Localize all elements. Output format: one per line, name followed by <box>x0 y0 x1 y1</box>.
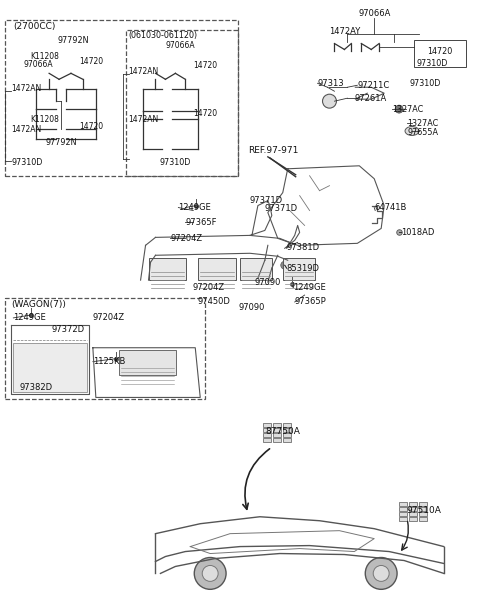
Bar <box>409 507 417 511</box>
Bar <box>283 433 291 437</box>
Text: 14720: 14720 <box>79 57 103 66</box>
Bar <box>263 433 271 437</box>
Bar <box>419 507 427 511</box>
Text: 1472AN: 1472AN <box>12 124 42 133</box>
Circle shape <box>281 262 288 269</box>
Text: 97211C: 97211C <box>357 81 390 90</box>
Text: 1249GE: 1249GE <box>13 313 46 323</box>
Bar <box>414 39 466 68</box>
Circle shape <box>373 565 389 582</box>
Text: 97365F: 97365F <box>185 218 217 227</box>
Text: 1018AD: 1018AD <box>401 228 434 237</box>
Text: 14720: 14720 <box>79 121 103 130</box>
Bar <box>409 502 417 506</box>
Text: 97310D: 97310D <box>417 59 448 68</box>
Text: 64741B: 64741B <box>374 203 407 212</box>
Bar <box>273 423 281 427</box>
Bar <box>399 517 407 521</box>
Bar <box>263 428 271 432</box>
Text: 1472AN: 1472AN <box>129 115 159 124</box>
Bar <box>273 433 281 437</box>
Text: 97371D: 97371D <box>250 196 283 205</box>
Text: 97792N: 97792N <box>57 36 89 45</box>
Bar <box>148 259 186 280</box>
Text: 97310D: 97310D <box>160 158 191 167</box>
Bar <box>5 20 238 176</box>
Bar <box>240 259 272 280</box>
Text: 97450D: 97450D <box>197 298 230 306</box>
Text: 97261A: 97261A <box>354 94 386 103</box>
Bar <box>399 512 407 516</box>
Bar <box>126 30 238 176</box>
Bar <box>263 423 271 427</box>
Bar <box>419 512 427 516</box>
Bar <box>283 259 314 280</box>
Circle shape <box>395 105 403 113</box>
Text: 97365P: 97365P <box>295 298 326 306</box>
Bar <box>399 507 407 511</box>
Bar <box>419 502 427 506</box>
Text: 1472AN: 1472AN <box>12 84 42 93</box>
Text: 97066A: 97066A <box>358 9 390 18</box>
Bar <box>5 298 205 399</box>
Text: 1125KB: 1125KB <box>93 357 125 366</box>
Bar <box>273 439 281 442</box>
Bar <box>283 423 291 427</box>
Text: 14720: 14720 <box>193 109 217 118</box>
Text: K11208: K11208 <box>31 115 60 124</box>
Text: 97655A: 97655A <box>407 129 438 138</box>
Text: K11208: K11208 <box>31 52 60 61</box>
Text: 97792N: 97792N <box>45 138 77 147</box>
Text: 97204Z: 97204Z <box>93 313 125 323</box>
Text: 97204Z: 97204Z <box>170 234 203 243</box>
Text: 14720: 14720 <box>193 61 217 70</box>
Text: 97310D: 97310D <box>409 79 440 88</box>
Text: 1327AC: 1327AC <box>407 118 438 127</box>
Circle shape <box>194 557 226 590</box>
Ellipse shape <box>405 126 419 135</box>
Bar <box>409 517 417 521</box>
Bar <box>283 439 291 442</box>
Text: (WAGON(7)): (WAGON(7)) <box>12 300 66 309</box>
Bar <box>399 502 407 506</box>
Text: 97382D: 97382D <box>19 383 52 392</box>
Text: 97090: 97090 <box>255 278 281 287</box>
Text: 97204Z: 97204Z <box>192 283 225 292</box>
Text: 97372D: 97372D <box>51 326 84 335</box>
Text: 97313: 97313 <box>318 79 344 88</box>
Text: (2700CC): (2700CC) <box>13 22 56 31</box>
Text: 97066A: 97066A <box>166 41 195 50</box>
Bar <box>263 439 271 442</box>
Text: REF.97-971: REF.97-971 <box>248 146 299 155</box>
Circle shape <box>323 94 336 108</box>
Text: 1472AY: 1472AY <box>329 27 361 36</box>
Text: 97090: 97090 <box>238 303 264 312</box>
Bar <box>273 428 281 432</box>
Circle shape <box>202 565 218 582</box>
Bar <box>409 512 417 516</box>
Circle shape <box>365 557 397 590</box>
Bar <box>283 428 291 432</box>
Text: 85319D: 85319D <box>287 264 320 272</box>
Text: 97371D: 97371D <box>265 204 298 213</box>
Text: 1327AC: 1327AC <box>392 104 423 114</box>
Text: 1472AN: 1472AN <box>129 67 159 76</box>
Text: 97310D: 97310D <box>12 158 43 167</box>
Bar <box>419 517 427 521</box>
Text: 97510A: 97510A <box>407 506 442 515</box>
Bar <box>13 342 87 393</box>
Text: (061030-061120): (061030-061120) <box>129 31 198 40</box>
Text: 97066A: 97066A <box>23 60 53 69</box>
Text: 1249GE: 1249GE <box>293 283 325 292</box>
Text: 1249GE: 1249GE <box>179 203 211 212</box>
Text: 87750A: 87750A <box>265 427 300 435</box>
Text: 14720: 14720 <box>427 47 453 56</box>
Text: 97381D: 97381D <box>287 243 320 252</box>
Bar <box>119 350 176 374</box>
Bar <box>198 259 236 280</box>
